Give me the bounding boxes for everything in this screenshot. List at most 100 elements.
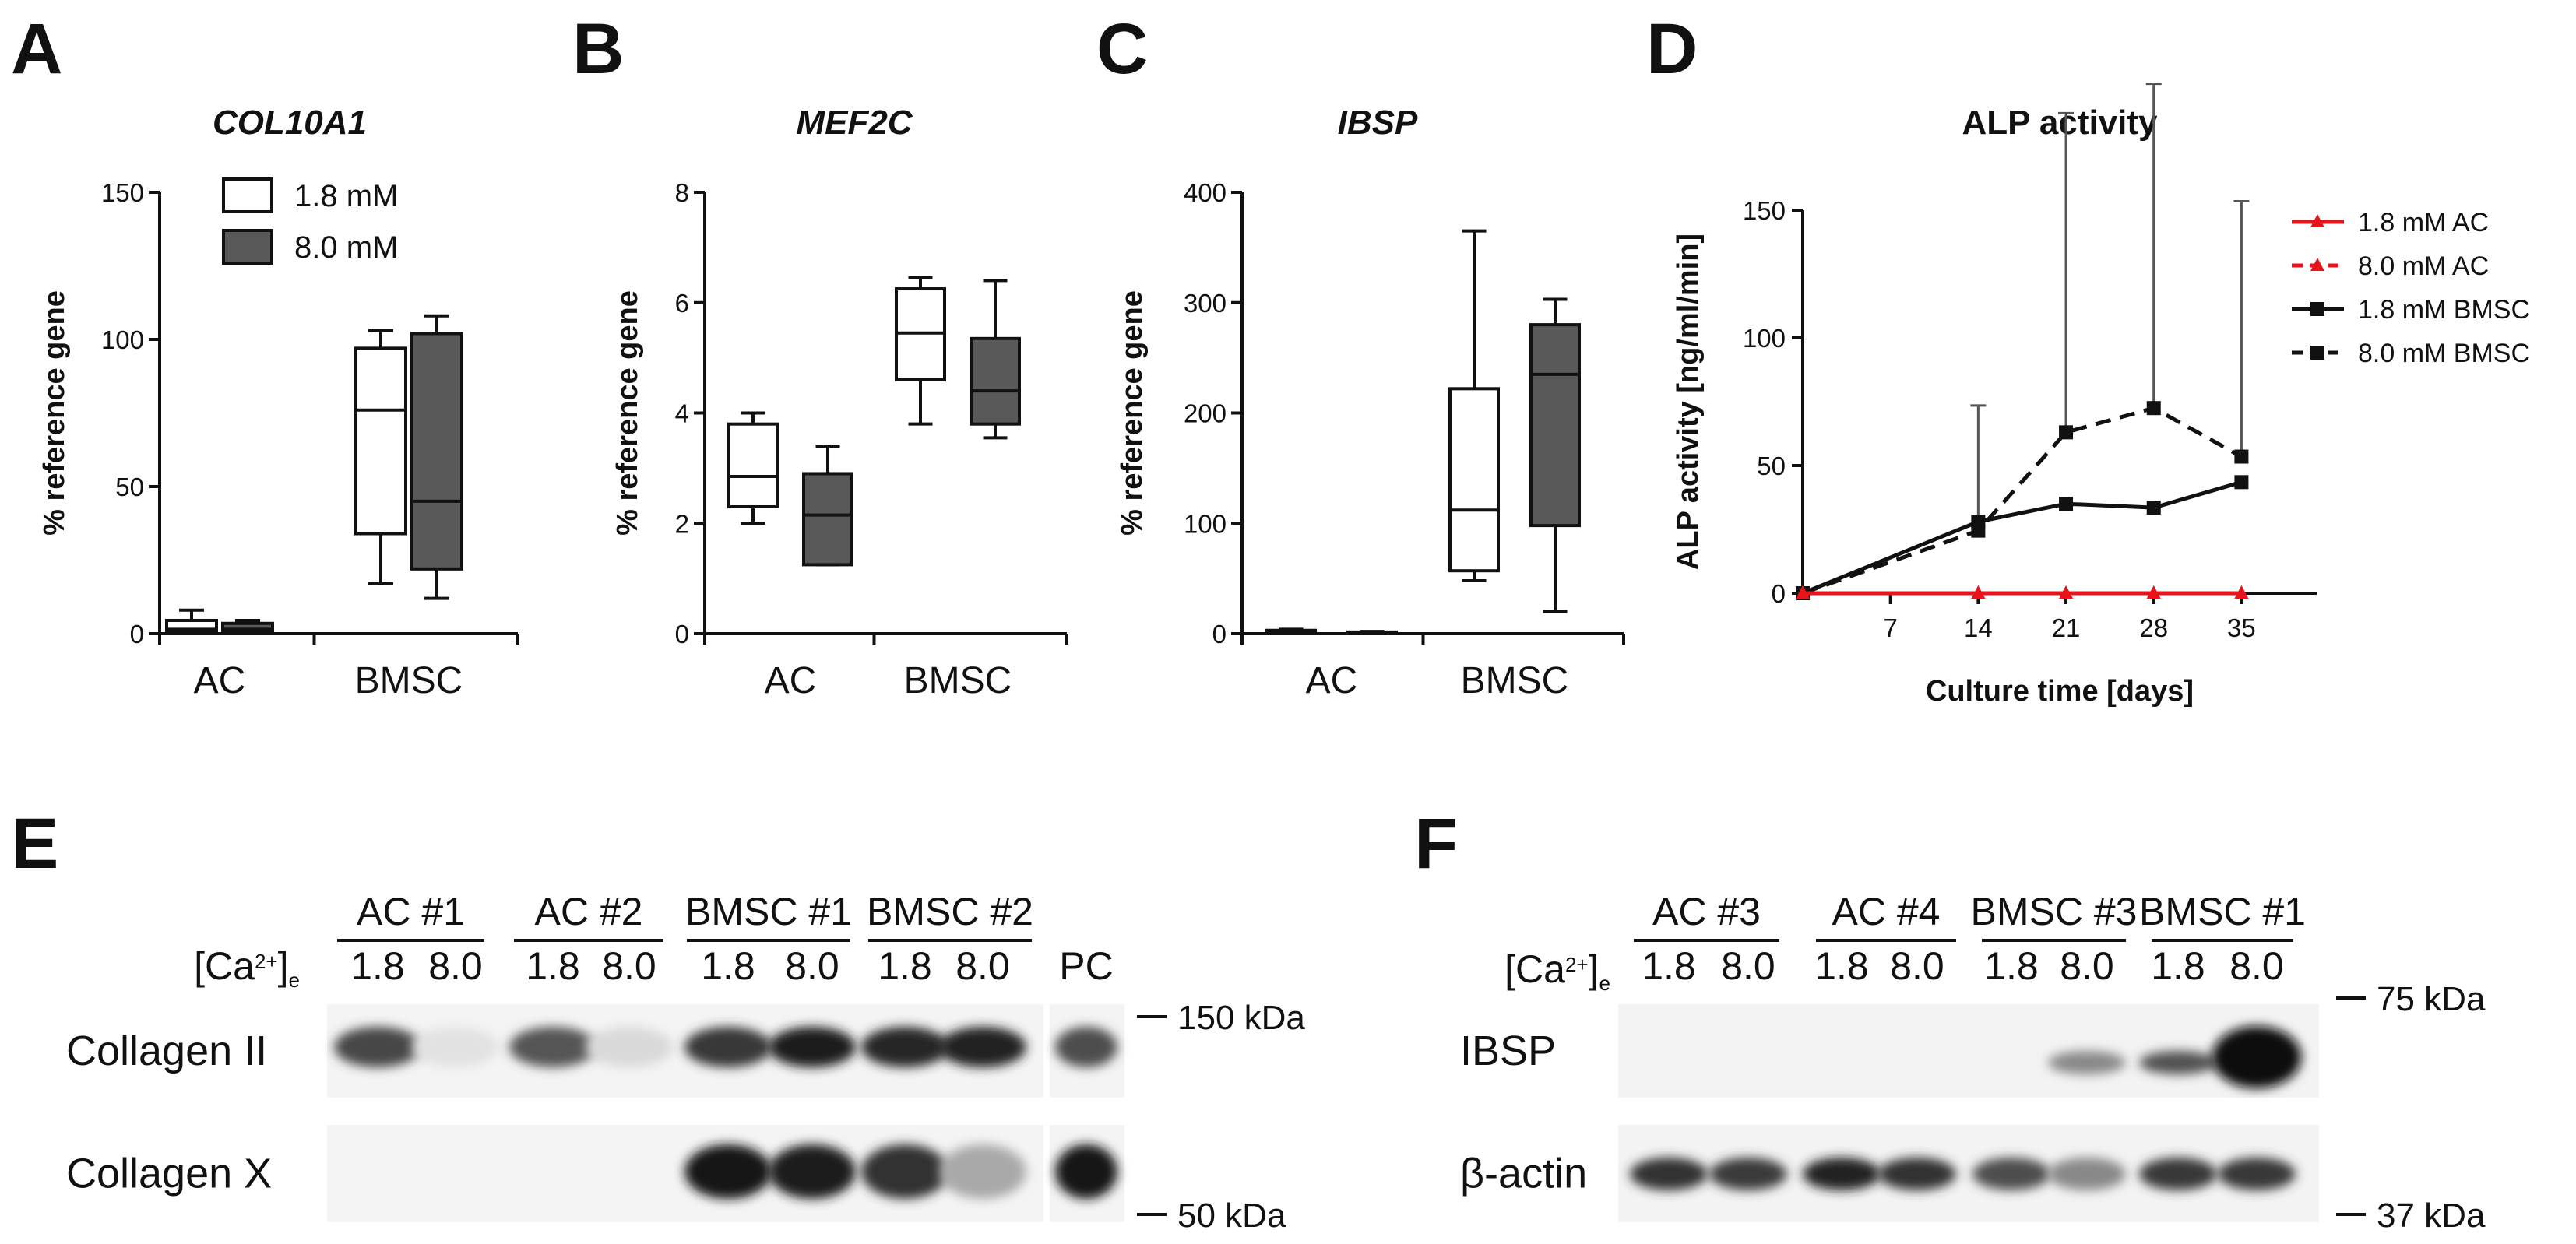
blot-band [2218,1158,2296,1190]
legend-label: 1.8 mM [294,179,398,213]
legend-swatch [222,177,273,213]
data-point [2234,475,2249,490]
y-axis-title: % reference gene [611,290,644,536]
box-body [727,422,779,508]
box-1-1 [410,314,463,600]
chart-title: MEF2C [796,104,913,142]
lane-group-label: BMSC #1 [685,890,852,933]
lane-concentration: 1.8 [701,944,755,988]
blot-band [586,1027,673,1067]
blot-band [1055,1144,1117,1199]
box-body [410,332,463,571]
blot-band [939,1144,1026,1199]
box-0-1 [354,329,407,585]
series-line-2 [1802,480,2243,596]
box-body [221,621,274,633]
legend-label: 8.0 mM AC [2358,251,2489,281]
blot-band [334,1027,421,1067]
data-point [2146,585,2161,599]
box-1-1 [970,279,1021,440]
blot-band [2139,1158,2217,1190]
lane-concentration: 8.0 [785,944,839,988]
blot-band [1709,1158,1787,1190]
blot-band [2048,1158,2126,1190]
blot-row-label: β-actin [1460,1151,1587,1197]
blot-membrane [1618,1004,2319,1098]
legend: 1.8 mM 8.0 mM [222,177,398,265]
blot-row-label: Collagen X [66,1151,272,1197]
box-0-0 [165,608,218,634]
blot-band [1630,1158,1708,1190]
lane-concentration: 8.0 [1890,944,1944,988]
box-0-0 [727,411,779,525]
data-point [1971,523,1986,538]
data-point [2234,585,2249,599]
blot-band [939,1027,1026,1067]
y-tick-label: 400 [1184,178,1226,207]
box-0-1 [1448,229,1500,582]
box-body [1448,387,1500,573]
blot-band [412,1027,499,1067]
legend-marker [2310,214,2324,227]
lane-concentration: 1.8 [878,944,932,988]
data-point [1796,585,1810,599]
panel-letter-b: B [572,9,624,89]
box-1-0 [1346,630,1398,635]
legend-marker [2310,302,2324,316]
blot-e-collagen: AC #1 1.8 8.0 AC #2 1.8 8.0 BMSC #1 1.8 8.0 BMSC … [66,890,1305,1235]
lane-concentration: 1.8 [526,944,580,988]
blot-band [2212,1026,2302,1088]
y-tick-label: 150 [1743,196,1786,225]
panel-letter-d: D [1646,9,1698,89]
lane-concentration: 8.0 [2060,944,2114,988]
data-point [2059,425,2074,440]
x-tick-label: 14 [1964,613,1993,642]
lane-group-label: AC #1 [357,890,465,933]
chart-title: COL10A1 [213,104,367,142]
y-tick-label: 50 [1757,452,1786,480]
y-tick-label: 0 [1772,579,1786,608]
legend-label: 1.8 mM BMSC [2358,295,2530,325]
lane-concentration: 8.0 [1721,944,1775,988]
lane-group-label: AC #3 [1652,890,1761,933]
blot-band [769,1027,856,1067]
y-tick-label: 100 [101,325,144,354]
y-tick-label: 50 [115,473,144,501]
lane-group-label: BMSC #2 [867,890,1033,933]
box-body [354,346,407,536]
lane-concentration: 8.0 [955,944,1010,988]
panel-letter-a: A [11,9,62,89]
lane-concentration: 1.8 [350,944,405,988]
y-tick-label: 0 [675,620,689,648]
box-0-0 [1265,627,1317,635]
y-tick-label: 300 [1184,289,1226,318]
x-tick-label: 28 [2139,613,2168,642]
legend: 1.8 mM AC 8.0 mM AC 1.8 mM BMSC 8.0 mM BMSC [2292,208,2530,368]
legend-label: 8.0 mM BMSC [2358,339,2530,368]
legend-label: 1.8 mM AC [2358,208,2489,237]
blot-band [861,1144,948,1199]
ca-concentration-label: [Ca2+]e [194,944,300,992]
blot-band [1878,1158,1956,1190]
chart-title: ALP activity [1962,104,2158,142]
category-label: BMSC [904,660,1012,701]
blot-band [769,1144,856,1199]
blot-band [861,1027,948,1067]
marker-label: 75 kDa [2377,980,2486,1018]
lane-pc-label: PC [1059,944,1113,988]
lane-concentration: 1.8 [1984,944,2039,988]
legend-label: 8.0 mM [294,230,398,265]
chart-title: IBSP [1338,104,1418,142]
ca-concentration-label: [Ca2+]e [1504,947,1610,995]
chart-b-mef2c: MEF2C 0 2 4 6 8 AC BMSC % reference gene [611,104,1068,701]
blot-row-label: Collagen II [66,1028,267,1074]
data-point [2059,497,2074,511]
y-tick-label: 4 [675,399,689,428]
box-1-0 [802,445,853,567]
marker-label: 37 kDa [2377,1197,2486,1235]
chart-d-alp-activity: ALP activity 0 50 100 150 7 14 21 28 35 Culture ti… [1672,83,2530,708]
data-point [1971,585,1986,599]
y-tick-label: 0 [130,620,144,648]
category-label: AC [194,660,246,701]
box-body [1529,323,1581,528]
